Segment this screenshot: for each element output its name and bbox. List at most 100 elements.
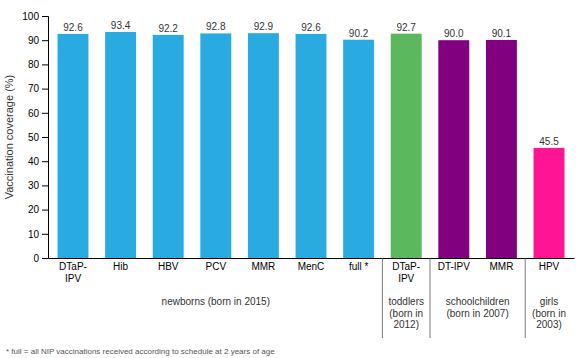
- tick: MMR: [489, 258, 513, 272]
- tick: HBV: [158, 258, 179, 272]
- text-line: (born in: [389, 308, 423, 319]
- tick-label: 10: [28, 229, 40, 240]
- text-line: (born in: [532, 308, 566, 319]
- text-line: Hib: [113, 261, 128, 272]
- bar: [105, 32, 136, 258]
- tick-label: 90: [28, 35, 40, 46]
- tick-label: MMR: [251, 261, 275, 272]
- data-label: 92.6: [63, 22, 83, 33]
- group-separator: [430, 258, 431, 338]
- tick-label: 70: [28, 83, 40, 94]
- bar: [248, 33, 279, 258]
- data-label: 45.5: [539, 136, 559, 147]
- tick: DTaP-IPV: [59, 258, 87, 284]
- group-label: girls(born in2003): [532, 296, 566, 330]
- text-line: IPV: [398, 273, 414, 284]
- data-label: 90.0: [444, 28, 464, 39]
- text-line: 2003): [536, 319, 562, 330]
- bar: [534, 148, 565, 258]
- tick-mark: [42, 89, 48, 90]
- x-axis: DTaP-IPVHibHBVPCVMMRMenCfull *DTaP-IPVDT…: [49, 258, 575, 284]
- tick: Hib: [113, 258, 128, 272]
- tick-label: 40: [28, 156, 40, 167]
- text-line: full *: [349, 261, 369, 272]
- bar: [486, 40, 517, 258]
- bar: [153, 35, 184, 258]
- tick: 80: [28, 59, 48, 70]
- text-line: PCV: [206, 261, 227, 272]
- text-line: DT-IPV: [438, 261, 471, 272]
- tick: 60: [28, 108, 48, 119]
- bars: [58, 32, 565, 258]
- footnote: * full = all NIP vaccinations received a…: [6, 347, 275, 356]
- group-separator: [525, 258, 526, 338]
- text-line: DTaP-: [59, 261, 87, 272]
- bar: [296, 34, 327, 258]
- tick: 30: [28, 180, 48, 191]
- tick-label: 0: [33, 253, 39, 264]
- tick-mark: [42, 210, 48, 211]
- tick-mark: [42, 16, 48, 17]
- tick: HPV: [539, 258, 560, 272]
- tick-label: PCV: [206, 261, 227, 272]
- tick: MenC: [298, 258, 325, 272]
- tick-label: 20: [28, 204, 40, 215]
- tick: 40: [28, 156, 48, 167]
- tick: full *: [349, 258, 369, 272]
- tick-label: DTaP-IPV: [392, 261, 420, 284]
- tick-label: MenC: [298, 261, 325, 272]
- tick-mark: [42, 40, 48, 41]
- tick: 0: [33, 253, 48, 264]
- tick-mark: [42, 64, 48, 65]
- tick-mark: [42, 258, 48, 259]
- data-labels: 92.693.492.292.892.992.690.292.790.090.1…: [63, 20, 559, 147]
- tick-label: full *: [349, 261, 369, 272]
- text-line: MenC: [298, 261, 325, 272]
- text-line: IPV: [65, 273, 81, 284]
- tick-label: HPV: [539, 261, 560, 272]
- text-line: toddlers: [388, 296, 424, 307]
- tick-label: 80: [28, 59, 40, 70]
- tick: MMR: [251, 258, 275, 272]
- data-label: 92.6: [301, 22, 321, 33]
- text-line: MMR: [251, 261, 275, 272]
- tick-mark: [42, 234, 48, 235]
- text-line: schoolchildren: [446, 296, 510, 307]
- bar: [343, 40, 374, 258]
- tick-label: DTaP-IPV: [59, 261, 87, 284]
- tick: 70: [28, 83, 48, 94]
- tick-mark: [42, 137, 48, 138]
- tick-label: Hib: [113, 261, 128, 272]
- y-axis-title: Vaccination coverage (%): [3, 75, 15, 200]
- tick-label: MMR: [489, 261, 513, 272]
- text-line: HBV: [158, 261, 179, 272]
- tick-mark: [42, 113, 48, 114]
- tick-label: 30: [28, 180, 40, 191]
- tick-label: 60: [28, 108, 40, 119]
- bar: [200, 33, 231, 258]
- text-line: HPV: [539, 261, 560, 272]
- tick-mark: [42, 161, 48, 162]
- text-line: (born in 2007): [446, 308, 508, 319]
- data-label: 92.9: [254, 21, 274, 32]
- plot: 0102030405060708090100DTaP-IPVHibHBVPCVM…: [22, 11, 574, 338]
- tick: DT-IPV: [438, 258, 471, 272]
- group-separator: [382, 258, 383, 338]
- tick: 10: [28, 229, 48, 240]
- text-line: newborns (born in 2015): [162, 296, 270, 307]
- axis-line: [42, 17, 49, 259]
- data-label: 90.1: [492, 28, 512, 39]
- axis-line: [49, 258, 575, 259]
- data-label: 92.8: [206, 21, 226, 32]
- bar: [438, 40, 469, 258]
- bar: [391, 34, 422, 258]
- text-line: girls: [540, 296, 558, 307]
- tick: PCV: [206, 258, 227, 272]
- group-label: toddlers(born in2012): [388, 296, 424, 330]
- tick: 20: [28, 204, 48, 215]
- tick-mark: [42, 185, 48, 186]
- tick: 100: [22, 11, 48, 22]
- data-label: 92.7: [396, 22, 416, 33]
- tick-label: DT-IPV: [438, 261, 471, 272]
- text-line: 2012): [393, 319, 419, 330]
